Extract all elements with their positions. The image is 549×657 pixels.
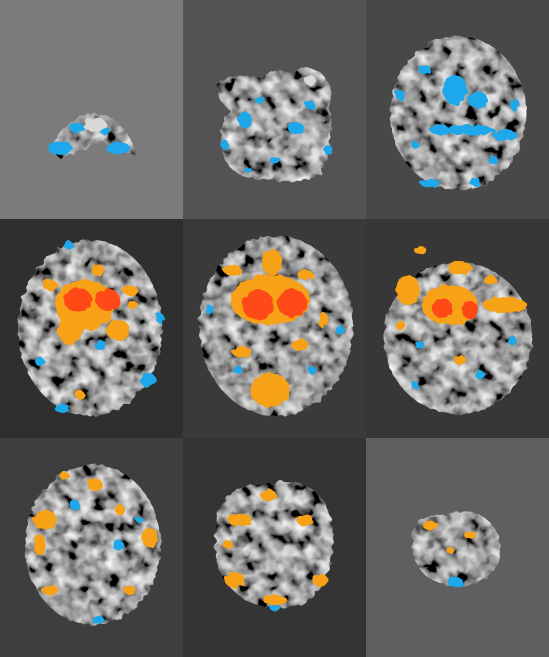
brain-slice — [215, 481, 334, 608]
activations — [33, 65, 527, 624]
peak-activation — [64, 288, 478, 320]
brain-slice — [25, 465, 161, 625]
negative-activation — [35, 241, 516, 624]
brain-slice — [411, 511, 501, 586]
anatomy-highlight — [83, 75, 316, 132]
negative-activation — [48, 65, 520, 187]
positive-activation — [33, 246, 527, 605]
brain-slice — [390, 36, 526, 190]
panel — [0, 0, 183, 219]
brain-slice — [217, 67, 332, 182]
